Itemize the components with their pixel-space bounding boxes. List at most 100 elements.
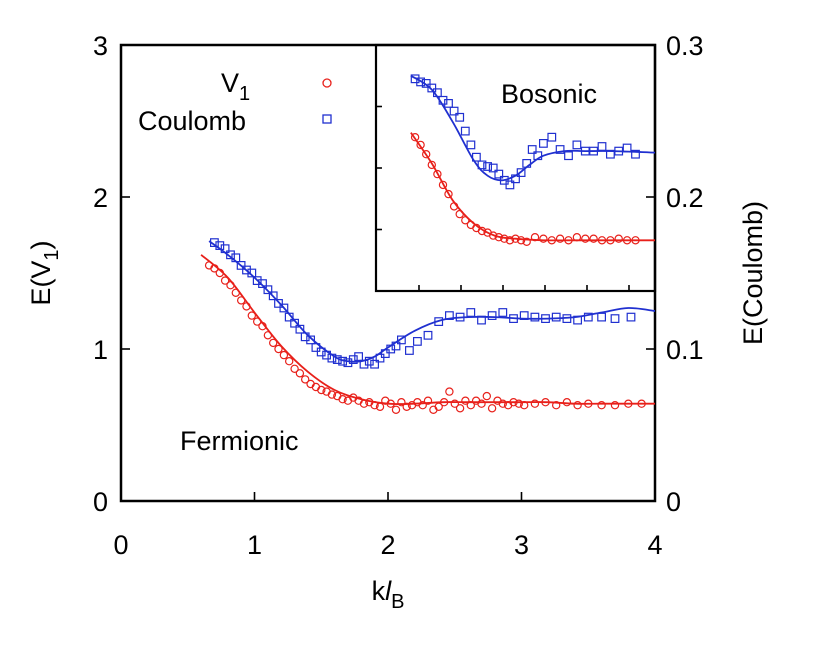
y-tick-label-left: 2 (93, 183, 108, 213)
coulomb-fermionic-points-point (487, 311, 497, 320)
v1-bosonic-points-inset-point (410, 132, 420, 142)
v1-bosonic-points-inset-point (539, 234, 548, 243)
coulomb-fermionic-points-point (316, 347, 326, 357)
v1-fermionic-points-point (285, 357, 294, 366)
v1-fermionic-points-point (295, 369, 305, 378)
coulomb-bosonic-points-inset-point (494, 169, 504, 179)
v1-fermionic-points-point (279, 350, 289, 360)
coulomb-fermionic-points-point (551, 312, 561, 322)
coulomb-fermionic-points-point (247, 268, 257, 278)
coulomb-fermionic-points-point (397, 335, 406, 345)
coulomb-bosonic-points-inset-point (597, 142, 607, 151)
x-tick-label: 3 (514, 530, 529, 560)
coulomb-bosonic-points-inset-point (466, 140, 476, 150)
y-tick-label-right: 0.2 (666, 183, 704, 213)
coulomb-fermionic-points-point (498, 308, 508, 317)
y-axis-label-left: E(V1) (26, 240, 63, 305)
v1-fermionic-points-point (610, 401, 620, 410)
coulomb-fermionic-points-point (306, 335, 315, 345)
y-tick-label-right: 0 (666, 487, 681, 517)
v1-bosonic-points-inset-point (438, 180, 448, 190)
v1-fermionic-points-point (220, 276, 230, 285)
coulomb-fermionic-points-point (423, 330, 433, 340)
legend-label-v1: V1 (221, 68, 250, 105)
v1-bosonic-points-inset-point (555, 234, 565, 243)
coulomb-bosonic-points-inset-point (483, 162, 492, 171)
v1-bosonic-points-inset-point (581, 234, 590, 243)
v1-fermionic-points-point (477, 399, 486, 408)
v1-bosonic-fit-inset-line (410, 132, 655, 242)
v1-bosonic-points-inset-point (433, 169, 442, 179)
v1-fermionic-points-point (562, 398, 572, 407)
y-tick-label-right: 0.1 (666, 335, 704, 365)
v1-fermionic-points-point (514, 399, 524, 408)
v1-fermionic-points-point (573, 401, 582, 410)
annotation-bosonic: Bosonic (501, 79, 597, 109)
coulomb-fermionic-points-point (274, 299, 283, 308)
v1-fermionic-points-point (247, 311, 256, 320)
coulomb-bosonic-points-inset-point (572, 140, 582, 150)
coulomb-fermionic-points-point (258, 279, 267, 288)
x-tick-label: 2 (380, 530, 395, 560)
y-ticks-left (121, 196, 130, 350)
v1-fermionic-points-point (461, 396, 470, 405)
coulomb-fermionic-points-point (348, 355, 358, 364)
coulomb-fermionic-points-point (268, 291, 278, 301)
v1-fermionic-points-point (445, 387, 454, 396)
coulomb-bosonic-points-inset-point (427, 83, 437, 93)
coulomb-bosonic-points-inset-point (416, 77, 425, 87)
coulomb-fermionic-points-point (626, 312, 636, 322)
coulomb-bosonic-fit-inset-line (410, 74, 656, 182)
v1-fermionic-fit-line (200, 254, 655, 406)
v1-fermionic-points-point (530, 399, 540, 408)
coulomb-bosonic-points-inset-point (538, 139, 548, 148)
coulomb-fermionic-points-point (263, 285, 273, 295)
x-ticks (253, 492, 523, 501)
main-plot-data (200, 238, 656, 414)
coulomb-fermionic-points-point (610, 314, 620, 323)
coulomb-fermionic-points-point (370, 359, 379, 369)
inset-plot-data (410, 74, 656, 246)
v1-fermionic-points-point (597, 401, 606, 410)
inset-ticks (376, 105, 630, 291)
coulomb-bosonic-points-inset-point (516, 168, 526, 178)
coulomb-fermionic-points-point (236, 261, 246, 270)
coulomb-bosonic-points-inset-point (449, 106, 459, 116)
coulomb-fermionic-points-point (413, 337, 422, 346)
coulomb-bosonic-points-inset-point (455, 112, 465, 122)
y-ticks-right (646, 196, 655, 350)
coulomb-fermionic-points-point (583, 312, 593, 322)
v1-fermionic-points-point (397, 398, 406, 407)
v1-fermionic-points-point (487, 404, 497, 413)
coulomb-fermionic-points-point (252, 276, 262, 285)
coulomb-bosonic-points-inset-point (410, 74, 420, 84)
coulomb-fermionic-points-point (530, 312, 540, 322)
coulomb-bosonic-points-inset-point (527, 145, 537, 154)
v1-fermionic-points-point (391, 405, 401, 414)
coulomb-fermionic-points-point (375, 353, 385, 363)
v1-bosonic-points-inset-point (505, 236, 515, 245)
coulomb-bosonic-points-inset-point (505, 180, 515, 190)
coulomb-bosonic-points-inset-point (564, 151, 573, 161)
v1-bosonic-points-inset-point (416, 140, 425, 150)
x-tick-label: 0 (113, 530, 128, 560)
y-tick-label-left: 3 (93, 31, 108, 61)
coulomb-fermionic-points-point (354, 352, 363, 361)
y-axis-label-right: E(Coulomb) (738, 201, 768, 345)
v1-fermionic-points-point (301, 375, 310, 384)
y-tick-label-left: 1 (93, 335, 108, 365)
coulomb-fermionic-points-point (279, 303, 289, 313)
coulomb-fermionic-fit-line (208, 240, 656, 363)
coulomb-bosonic-points-inset-point (547, 132, 557, 142)
legend: V1 Coulomb (138, 68, 332, 136)
v1-fermionic-points-point (274, 344, 283, 354)
v1-fermionic-points-point (327, 390, 337, 399)
coulomb-fermionic-points-point (343, 358, 353, 368)
y-tick-label-left: 0 (93, 487, 108, 517)
coulomb-bosonic-points-inset-point (488, 163, 498, 173)
x-axis-label: klB (372, 576, 405, 613)
annotation-fermionic: Fermionic (180, 426, 299, 456)
coulomb-fermionic-points-point (364, 356, 374, 366)
v1-fermionic-points-point (317, 385, 326, 395)
